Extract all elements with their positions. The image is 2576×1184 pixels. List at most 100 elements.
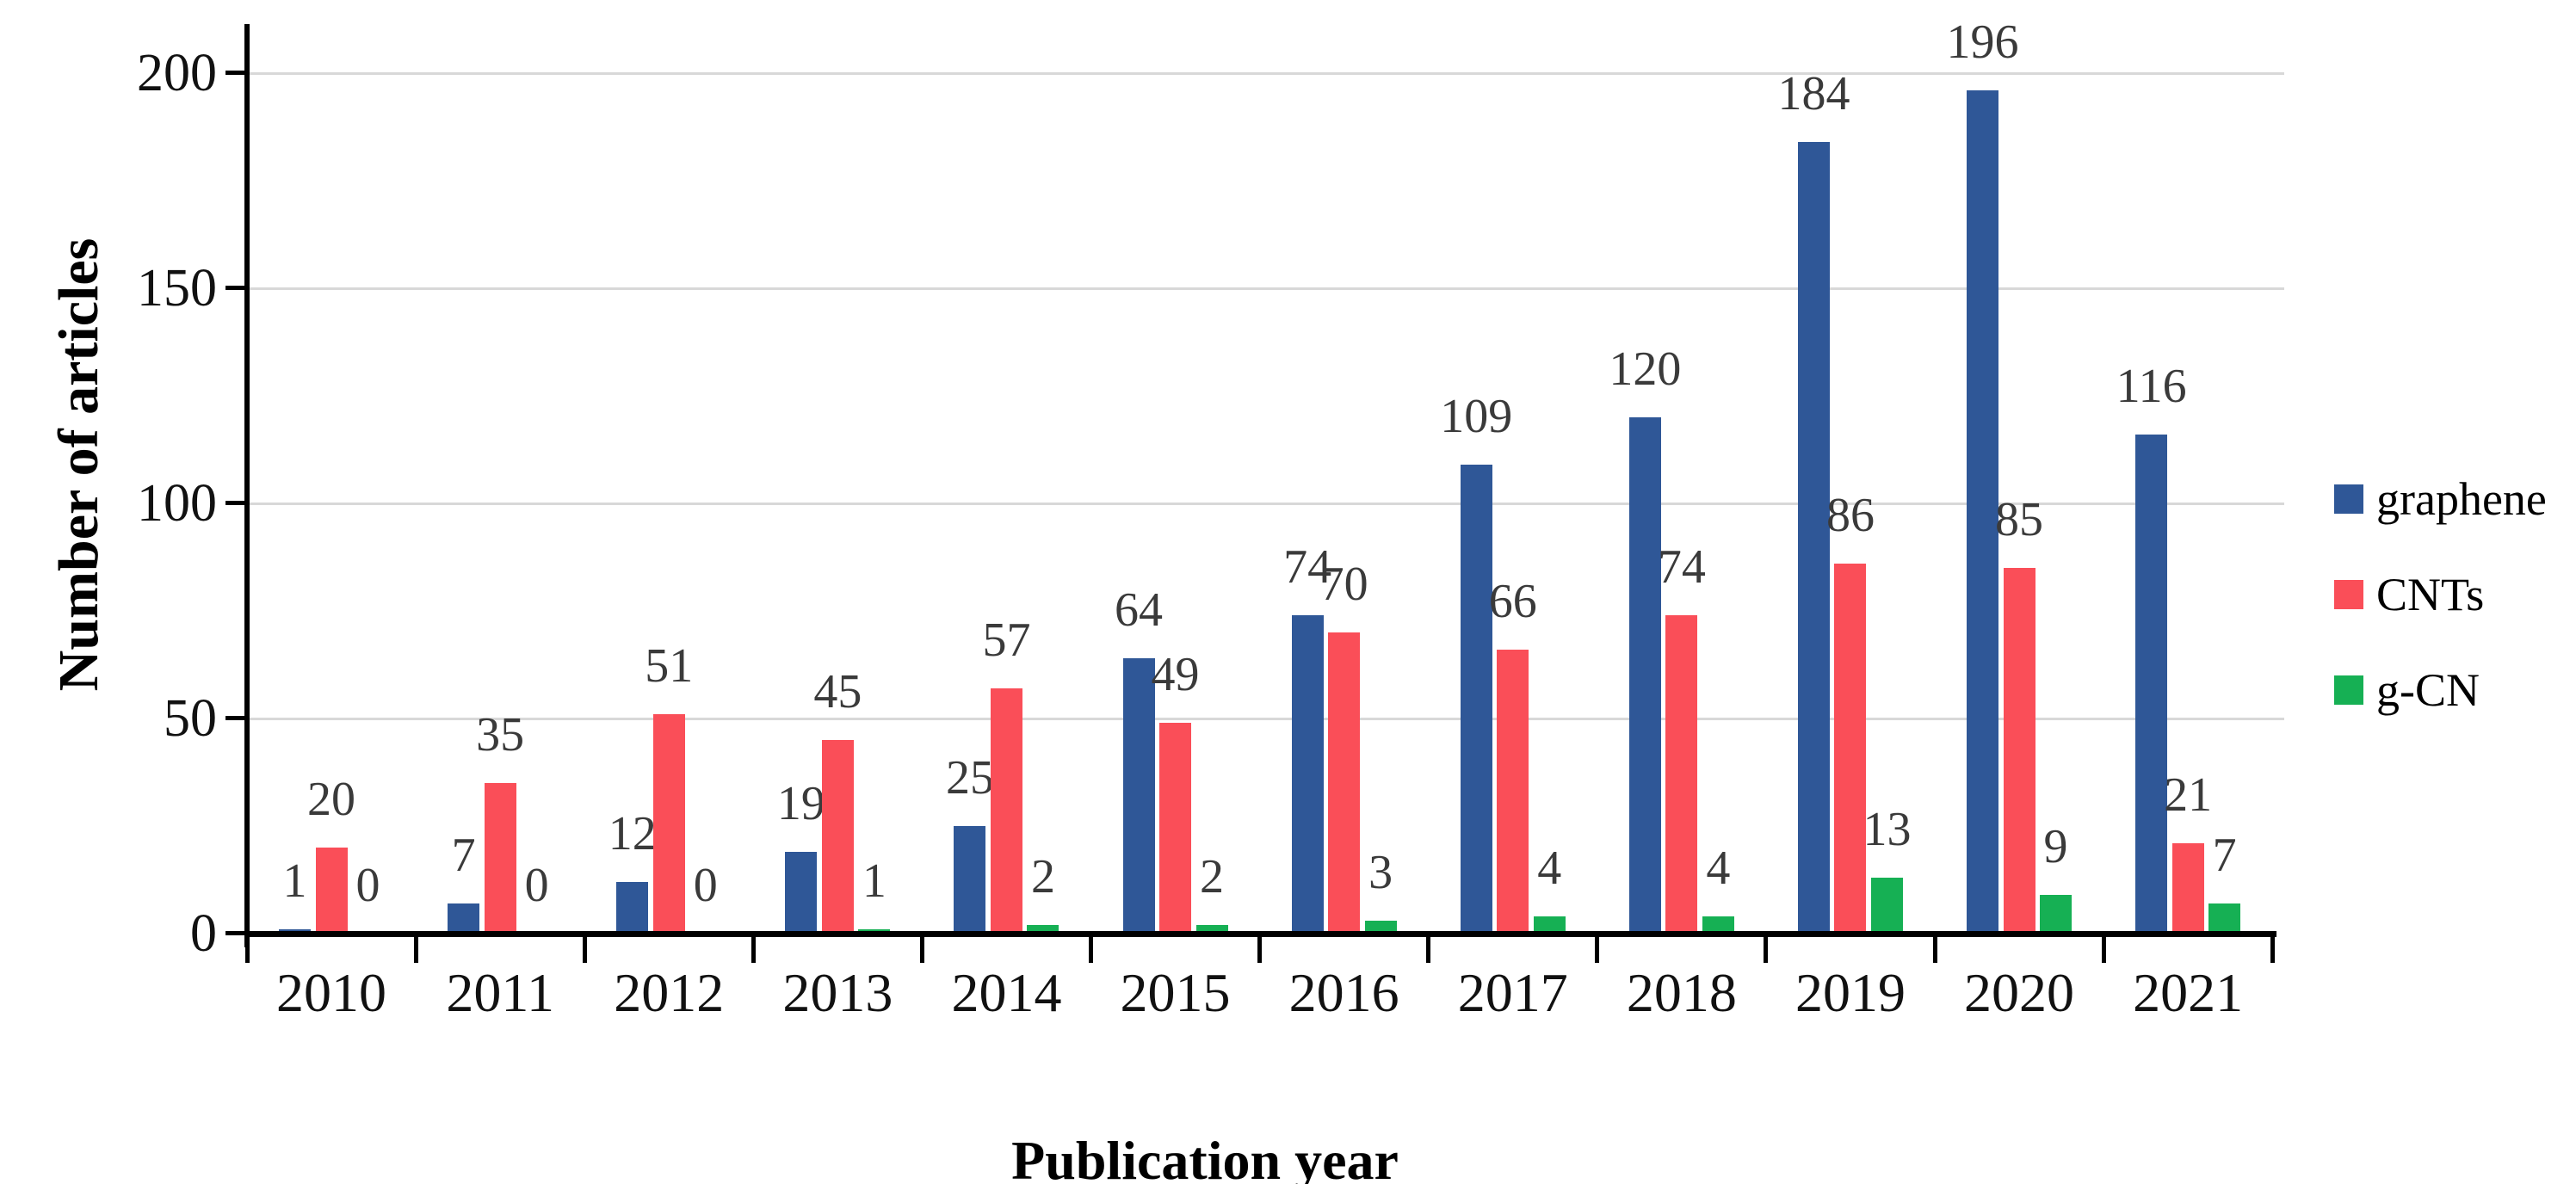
- bar-g-CN: [1195, 925, 1228, 934]
- legend-item-graphene: graphene: [2334, 476, 2547, 522]
- bar-graphene: [785, 852, 818, 934]
- y-tick: [225, 716, 247, 720]
- x-tick: [919, 934, 924, 963]
- legend-item-g-CN: g-CN: [2334, 667, 2547, 713]
- x-tick: [582, 934, 587, 963]
- bar-value-label: 116: [2116, 360, 2187, 413]
- bar-value-label: 25: [945, 751, 994, 805]
- y-axis-title: Number of articles: [47, 237, 110, 692]
- x-axis-category-label: 2014: [951, 962, 1062, 1023]
- bar-graphene: [1967, 90, 1999, 934]
- bar-CNTs: [1159, 723, 1192, 934]
- legend-label: g-CN: [2376, 664, 2480, 716]
- bar-value-label: 49: [1151, 648, 1200, 701]
- y-tick-label: 50: [164, 689, 217, 748]
- bar-value-label: 3: [1368, 846, 1393, 899]
- bar-value-label: 196: [1946, 15, 2019, 69]
- bar-value-label: 70: [1319, 558, 1368, 611]
- x-tick: [751, 934, 756, 963]
- bar-CNTs: [1665, 615, 1698, 934]
- bar-value-label: 120: [1609, 342, 1682, 396]
- bar-value-label: 45: [813, 665, 862, 718]
- legend: graphene CNTs g-CN: [2334, 476, 2547, 713]
- y-tick: [225, 286, 247, 290]
- y-tick: [225, 71, 247, 75]
- bar-graphene: [448, 903, 480, 934]
- x-tick: [1257, 934, 1263, 963]
- legend-label: graphene: [2376, 473, 2547, 525]
- bar-value-label: 2: [1200, 850, 1225, 903]
- x-axis-category-label: 2012: [614, 962, 725, 1023]
- bar-CNTs: [2003, 568, 2035, 934]
- x-axis-category-label: 2010: [276, 962, 387, 1023]
- x-tick: [1764, 934, 1769, 963]
- gridline: [247, 718, 2285, 720]
- bar-value-label: 85: [1995, 493, 2044, 546]
- x-tick: [1426, 934, 1431, 963]
- bar-g-CN: [1027, 925, 1059, 934]
- bar-value-label: 2: [1030, 850, 1055, 903]
- x-axis-category-label: 2020: [1964, 962, 2075, 1023]
- bar-graphene: [954, 826, 986, 934]
- y-axis-line: [244, 24, 250, 947]
- x-axis-title: Publication year: [1011, 1130, 1399, 1184]
- bar-CNTs: [315, 848, 348, 934]
- bar-graphene: [1460, 465, 1492, 934]
- legend-label: CNTs: [2376, 569, 2485, 620]
- bar-value-label: 74: [1283, 540, 1332, 594]
- bar-CNTs: [821, 740, 854, 934]
- bar-CNTs: [990, 688, 1022, 934]
- bar-CNTs: [484, 783, 516, 934]
- bar-value-label: 35: [476, 708, 525, 762]
- bar-value-label: 9: [2043, 820, 2068, 873]
- x-axis-category-label: 2018: [1626, 962, 1737, 1023]
- x-tick: [1595, 934, 1600, 963]
- bar-g-CN: [2208, 903, 2241, 934]
- bar-value-label: 64: [1115, 583, 1164, 637]
- x-tick: [2101, 934, 2106, 963]
- bar-value-label: 4: [1706, 842, 1731, 895]
- bar-g-CN: [1364, 921, 1397, 934]
- legend-swatch-icon: [2334, 484, 2363, 514]
- bar-value-label: 0: [524, 859, 549, 912]
- y-tick-label: 150: [137, 259, 217, 318]
- bar-value-label: 20: [307, 773, 356, 826]
- x-axis-category-label: 2011: [446, 962, 554, 1023]
- gridline: [247, 503, 2285, 505]
- bar-value-label: 21: [2164, 768, 2213, 822]
- bar-graphene: [1122, 658, 1155, 934]
- x-axis-category-label: 2017: [1457, 962, 1568, 1023]
- bar-CNTs: [1328, 632, 1361, 934]
- y-tick-label: 100: [137, 474, 217, 533]
- x-tick: [1932, 934, 1937, 963]
- bar-value-label: 0: [355, 859, 380, 912]
- bar-value-label: 184: [1777, 67, 1850, 120]
- x-axis-line: [244, 931, 2277, 937]
- bar-CNTs: [652, 714, 685, 934]
- bar-g-CN: [2040, 895, 2073, 934]
- x-tick: [413, 934, 418, 963]
- x-axis-category-label: 2019: [1795, 962, 1906, 1023]
- bar-value-label: 7: [2212, 829, 2237, 882]
- bar-graphene: [2135, 435, 2168, 934]
- bar-value-label: 0: [693, 859, 718, 912]
- bar-value-label: 109: [1440, 390, 1513, 443]
- bar-value-label: 66: [1488, 575, 1537, 628]
- bar-graphene: [1797, 142, 1830, 934]
- bar-g-CN: [1870, 878, 1903, 934]
- x-tick: [1089, 934, 1093, 963]
- bar-value-label: 12: [608, 807, 657, 860]
- bar-value-label: 57: [982, 614, 1031, 667]
- bar-value-label: 1: [862, 854, 886, 908]
- y-tick: [225, 501, 247, 505]
- legend-swatch-icon: [2334, 675, 2363, 705]
- y-tick: [225, 931, 247, 935]
- y-tick-label: 0: [190, 904, 217, 963]
- bar-value-label: 74: [1657, 540, 1706, 594]
- x-tick: [2270, 934, 2275, 963]
- gridline: [247, 72, 2285, 75]
- bar-g-CN: [1533, 916, 1566, 934]
- legend-swatch-icon: [2334, 580, 2363, 609]
